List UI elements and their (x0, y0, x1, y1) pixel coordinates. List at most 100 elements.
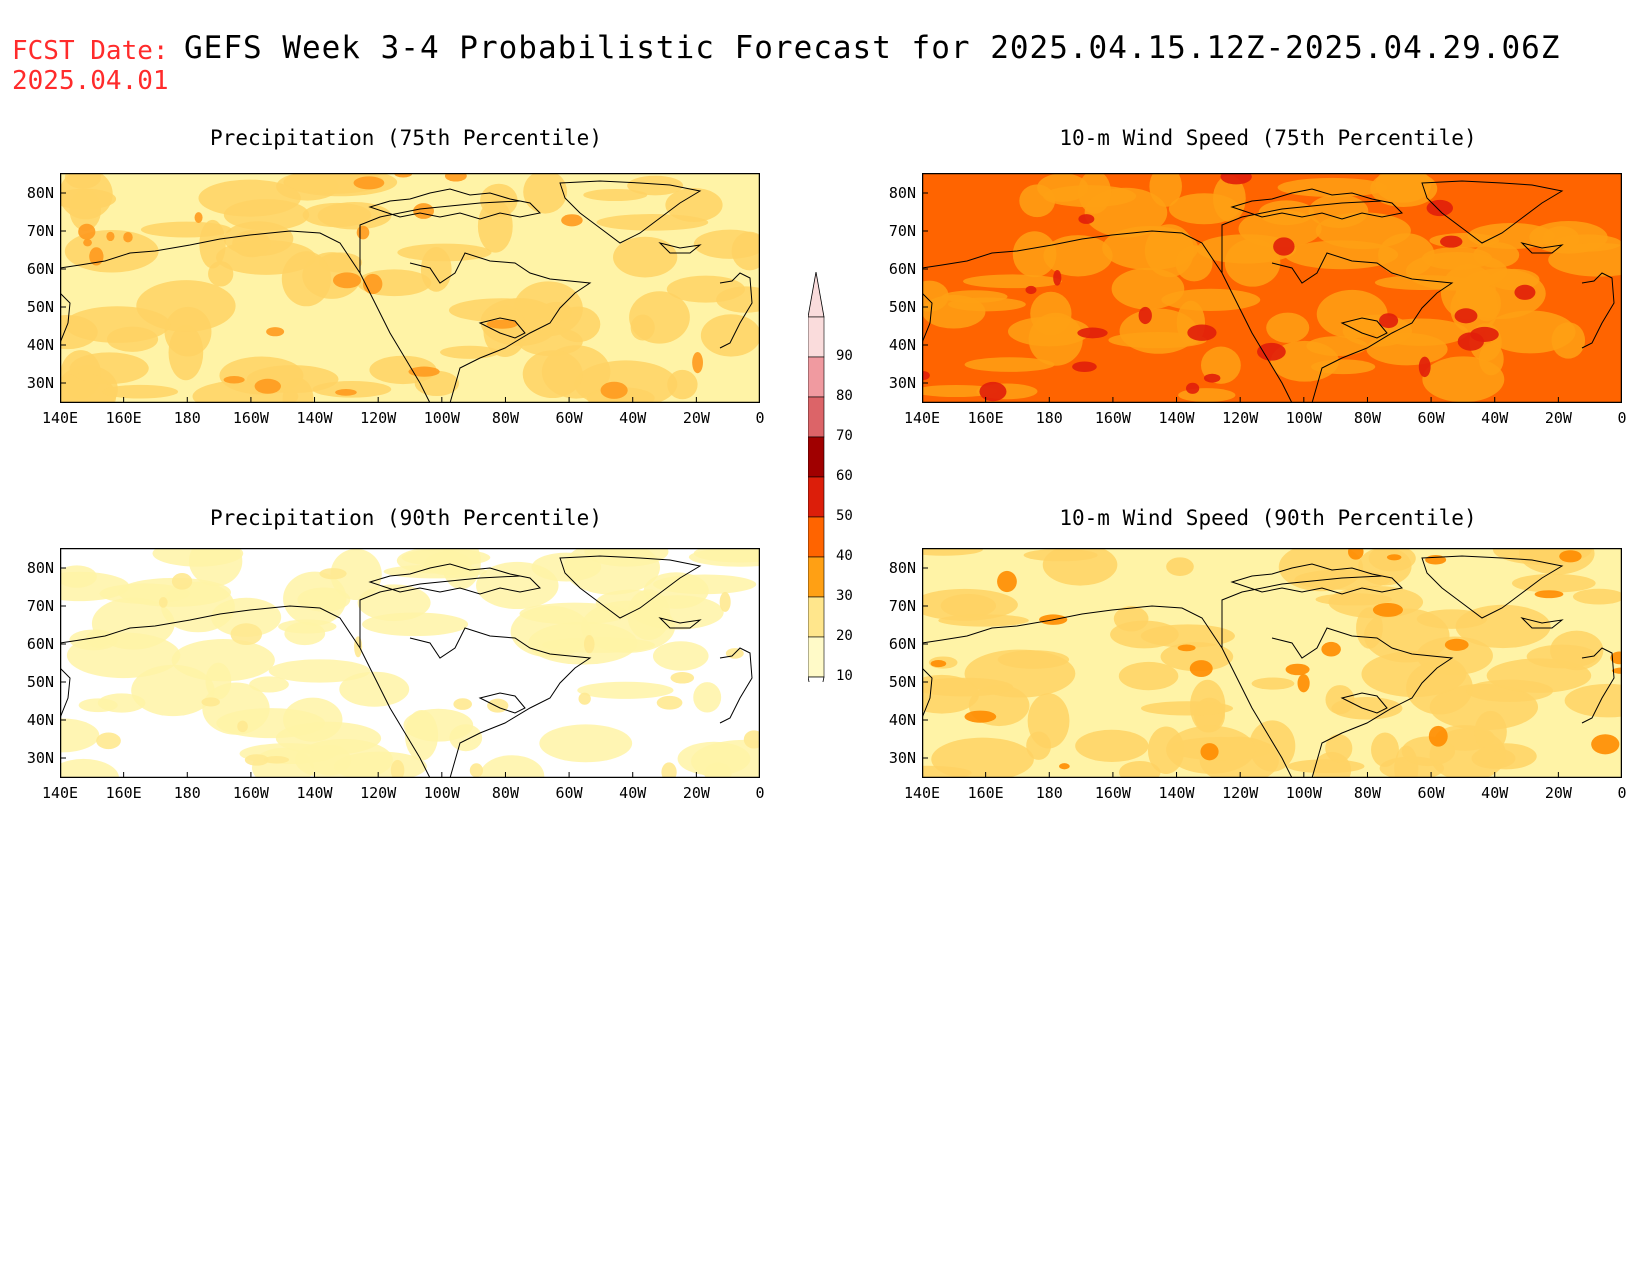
field-hotspot (413, 203, 435, 219)
field-patch (283, 571, 347, 626)
lat-tick-label: 80N (26, 559, 54, 577)
colorbar-bottom-arrow (807, 676, 825, 716)
field-patch (339, 671, 410, 707)
map-panel-wind90 (922, 548, 1622, 778)
lon-tick-label: 160W (1094, 409, 1131, 427)
field-hotspot (444, 173, 467, 182)
field-patch (69, 352, 149, 385)
coastline (478, 692, 526, 714)
coastline (719, 272, 753, 349)
field-patch (922, 548, 983, 556)
lon-tick-label: 100W (423, 409, 460, 427)
lon-tick-label: 140E (903, 409, 941, 427)
colorbar-segment (807, 396, 825, 438)
field-patch (665, 187, 723, 223)
field-patch (1075, 729, 1149, 763)
field-hotspot (1321, 641, 1341, 657)
lon-tick-label: 20W (682, 784, 710, 802)
coastline (1581, 647, 1615, 724)
field-patch (1358, 548, 1412, 586)
colorbar-label: 30 (836, 588, 853, 604)
lon-tick-label: 20W (682, 409, 710, 427)
field-patch (1308, 194, 1369, 228)
field-patch (1140, 701, 1234, 716)
colorbar-segment (807, 556, 825, 598)
field-patch (60, 173, 113, 220)
field-hotspot (1220, 173, 1252, 185)
lon-tick-label: 120W (360, 409, 397, 427)
field-hotspot (600, 381, 628, 399)
lon-tick-label: 100W (423, 784, 460, 802)
lon-tick-label: 160W (1094, 784, 1131, 802)
field-hotspot (83, 238, 92, 247)
coastline (1340, 692, 1388, 714)
coastline (1271, 252, 1454, 403)
field-patch (1027, 693, 1070, 749)
lon-tick-label: 140W (296, 784, 333, 802)
panel-title-wind90: 10-m Wind Speed (90th Percentile) (1059, 506, 1477, 530)
field-hotspot (979, 381, 1007, 402)
field-hotspot (1077, 327, 1108, 339)
lat-tick-label: 40N (888, 711, 916, 729)
field-patch (1012, 231, 1057, 278)
lat-tick-label: 60N (26, 260, 54, 278)
lat-tick-label: 30N (26, 749, 54, 767)
field-hotspot (78, 223, 96, 240)
field-hotspot (486, 319, 518, 329)
lat-tick-label: 60N (26, 635, 54, 653)
field-patch (1422, 356, 1505, 403)
field-patch (700, 314, 760, 357)
lon-tick-label: 140W (1158, 784, 1195, 802)
colorbar-top-arrow (807, 271, 825, 318)
field-patch (414, 370, 459, 397)
field-hotspot (1348, 548, 1364, 560)
colorbar-segment (807, 436, 825, 478)
lat-tick-label: 40N (888, 336, 916, 354)
field-hotspot (1078, 214, 1095, 224)
coastline (922, 605, 1293, 778)
field-patch (424, 551, 472, 576)
field-patch (404, 709, 439, 761)
coastline (359, 575, 521, 648)
field-patch (362, 612, 469, 637)
colorbar-label: 90 (836, 348, 853, 364)
field-hotspot (1454, 308, 1478, 324)
lat-tick-label: 30N (888, 749, 916, 767)
field-hotspot (1285, 663, 1310, 676)
field-hotspot (1611, 667, 1622, 674)
field-hotspot (266, 327, 285, 337)
coastline (60, 667, 71, 719)
field-patch (1572, 588, 1622, 605)
lon-tick-label: 180 (173, 784, 201, 802)
colorbar-label: 10 (836, 668, 853, 684)
panel-title-precip90: Precipitation (90th Percentile) (210, 506, 602, 530)
field-patch (922, 677, 1014, 697)
field-hotspot (223, 375, 245, 384)
field-hotspot (1372, 602, 1404, 617)
lon-tick-label: 160W (232, 409, 269, 427)
field-patch (397, 243, 492, 262)
field-hotspot (1187, 324, 1217, 341)
field-hotspot (1072, 361, 1097, 372)
field-patch (627, 175, 684, 196)
field-patch (251, 747, 314, 778)
lat-tick-label: 70N (888, 597, 916, 615)
map-svg (922, 548, 1622, 778)
field-patch (1371, 732, 1399, 767)
colorbar-label: 70 (836, 428, 853, 444)
lat-tick-label: 60N (888, 260, 916, 278)
field-patch (60, 565, 97, 588)
colorbar-segment (807, 476, 825, 518)
colorbar (807, 271, 888, 716)
coastline (409, 627, 592, 778)
field-patch (693, 548, 760, 563)
field-hotspot (1053, 269, 1062, 286)
field-patch (1251, 677, 1295, 690)
field-patch (653, 574, 757, 595)
coastline (60, 230, 431, 403)
field-patch (78, 698, 118, 713)
field-patch (1149, 173, 1182, 207)
field-hotspot (583, 635, 595, 654)
field-patch (652, 641, 709, 671)
lat-tick-label: 30N (26, 374, 54, 392)
